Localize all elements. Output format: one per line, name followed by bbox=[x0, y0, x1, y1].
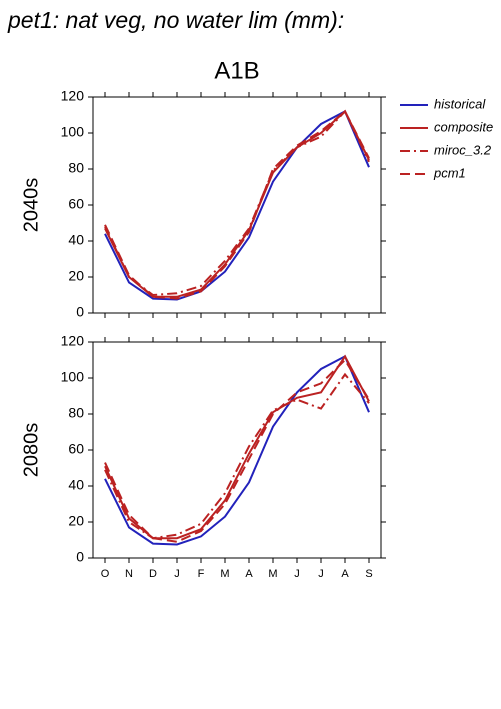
legend-label: composite bbox=[434, 119, 493, 134]
x-tick-label: J bbox=[174, 568, 180, 580]
series-line bbox=[104, 109, 370, 300]
series-line bbox=[104, 372, 370, 540]
series-line bbox=[104, 354, 370, 540]
legend-label: miroc_3.2 bbox=[434, 142, 492, 157]
x-tick-label: J bbox=[294, 568, 300, 580]
x-tick-label: M bbox=[268, 568, 277, 580]
x-tick-label: D bbox=[149, 568, 157, 580]
x-tick-label: A bbox=[245, 568, 253, 580]
page-title: pet1: nat veg, no water lim (mm): bbox=[7, 7, 344, 33]
y-tick-label: 80 bbox=[68, 160, 84, 176]
series-line bbox=[104, 355, 370, 546]
y-axis-label: 2040s bbox=[20, 178, 42, 233]
x-tick-label: M bbox=[220, 568, 229, 580]
y-tick-label: 40 bbox=[68, 232, 84, 248]
series-line bbox=[104, 110, 370, 301]
x-tick-label: A bbox=[341, 568, 349, 580]
y-tick-label: 20 bbox=[68, 268, 84, 284]
y-tick-label: 120 bbox=[61, 88, 85, 104]
x-tick-label: F bbox=[198, 568, 205, 580]
x-tick-label: S bbox=[365, 568, 372, 580]
legend-label: historical bbox=[434, 96, 486, 111]
y-tick-label: 60 bbox=[68, 196, 84, 212]
y-tick-label: 80 bbox=[68, 405, 84, 421]
series-line bbox=[104, 109, 370, 297]
series-line bbox=[104, 358, 370, 543]
y-tick-label: 20 bbox=[68, 513, 84, 529]
legend-label: pcm1 bbox=[433, 165, 466, 180]
subtitle: A1B bbox=[214, 57, 259, 84]
x-tick-label: N bbox=[125, 568, 133, 580]
y-tick-label: 0 bbox=[76, 304, 84, 320]
y-tick-label: 100 bbox=[61, 369, 85, 385]
y-tick-label: 0 bbox=[76, 549, 84, 565]
series-line bbox=[104, 109, 370, 298]
y-tick-label: 40 bbox=[68, 477, 84, 493]
y-tick-label: 100 bbox=[61, 124, 85, 140]
x-tick-label: J bbox=[318, 568, 324, 580]
y-tick-label: 120 bbox=[61, 333, 85, 349]
y-tick-label: 60 bbox=[68, 441, 84, 457]
x-tick-label: O bbox=[101, 568, 110, 580]
y-axis-label: 2080s bbox=[20, 423, 42, 478]
